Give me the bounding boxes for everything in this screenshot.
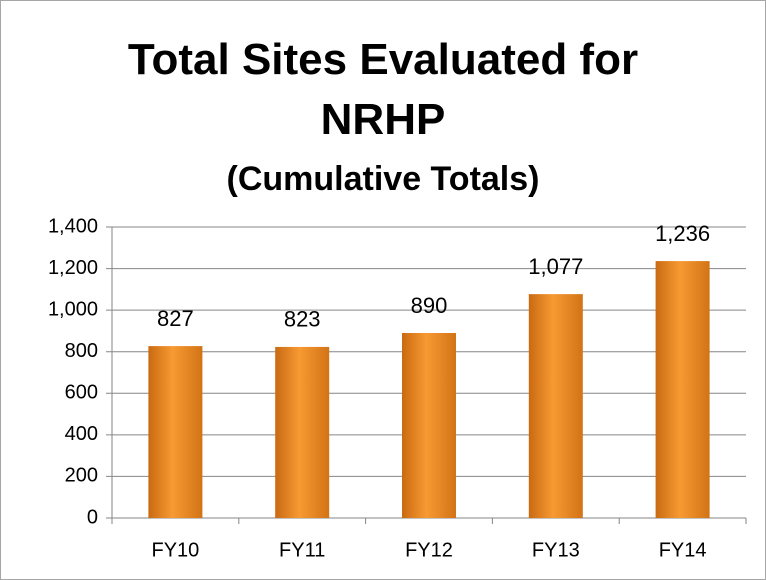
chart-title: Total Sites Evaluated for NRHP — [127, 35, 639, 144]
value-label: 823 — [284, 307, 321, 332]
title-block: Total Sites Evaluated for NRHP (Cumulati… — [0, 30, 766, 204]
x-tick-label: FY11 — [279, 539, 325, 561]
value-label: 827 — [157, 306, 194, 331]
chart-subtitle: (Cumulative Totals) — [226, 160, 540, 198]
value-label: 1,236 — [655, 221, 710, 246]
bar — [402, 333, 456, 518]
y-tick-label: 600 — [65, 382, 98, 404]
y-tick-label: 1,400 — [48, 215, 98, 237]
y-tick-label: 200 — [65, 465, 98, 487]
x-tick-label: FY13 — [532, 539, 580, 561]
y-tick-label: 1,200 — [48, 257, 98, 279]
x-tick-label: FY14 — [659, 539, 707, 561]
y-tick-label: 800 — [65, 340, 98, 362]
y-tick-label: 0 — [87, 506, 98, 528]
x-tick-label: FY10 — [151, 539, 199, 561]
y-tick-label: 400 — [65, 423, 98, 445]
value-label: 890 — [411, 293, 448, 318]
x-tick-label: FY12 — [405, 539, 453, 561]
bar — [275, 346, 330, 518]
bar — [655, 261, 710, 518]
y-tick-label: 1,000 — [48, 298, 98, 320]
bar — [528, 294, 583, 518]
value-label: 1,077 — [528, 254, 583, 279]
bar — [148, 346, 203, 518]
